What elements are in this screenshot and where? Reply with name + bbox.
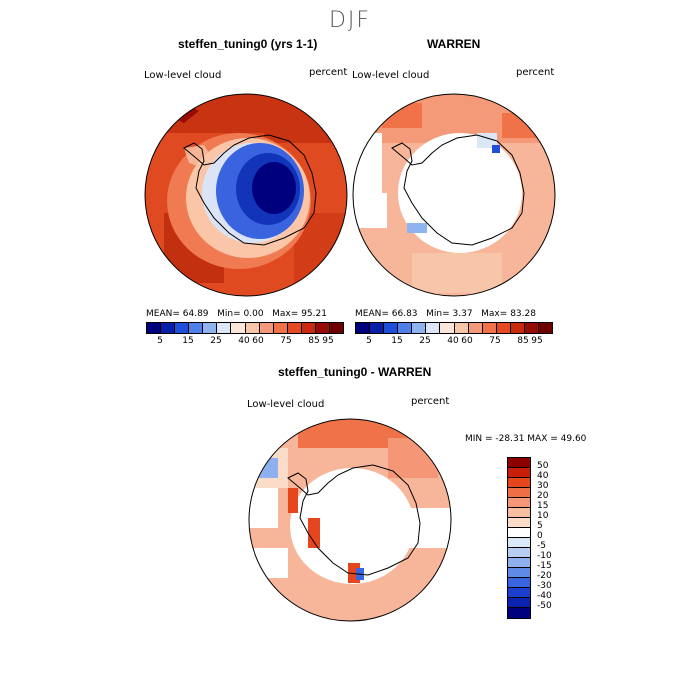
colorbar-tick-label: 15 xyxy=(391,336,403,346)
colorbar-tick-label: -30 xyxy=(537,581,552,591)
colorbar-swatch xyxy=(508,588,530,598)
colorbar-swatch xyxy=(189,323,204,333)
colorbar-swatch xyxy=(508,568,530,578)
colorbar-tick-label: -50 xyxy=(537,601,552,611)
colorbar-tick-label: 20 xyxy=(537,491,549,501)
colorbar-tick-label: 85 xyxy=(308,336,320,346)
colorbar-swatch xyxy=(426,323,441,333)
panel3-field-label: Low-level cloud xyxy=(247,399,325,410)
colorbar-tick-label: 25 xyxy=(210,336,222,346)
colorbar-tick-label: -5 xyxy=(537,541,546,551)
colorbar-swatch xyxy=(287,323,302,333)
panel1-colorbar-ticks: 5 15 25 40 60 75 85 95 xyxy=(146,336,342,348)
colorbar-tick-label: 40 xyxy=(238,336,250,346)
panel1-title: steffen_tuning0 (yrs 1-1) xyxy=(178,37,318,51)
panel3-minmax: MIN = -28.31 MAX = 49.60 xyxy=(465,434,587,444)
colorbar-swatch xyxy=(203,323,218,333)
colorbar-tick-label: 5 xyxy=(157,336,163,346)
panel1-units-label: percent xyxy=(309,67,348,78)
panel2-field-label: Low-level cloud xyxy=(352,70,430,81)
colorbar-swatch xyxy=(356,323,371,333)
colorbar-swatch xyxy=(508,528,530,538)
colorbar-swatch xyxy=(217,323,232,333)
colorbar-swatch xyxy=(508,538,530,548)
panel1-colorbar xyxy=(146,322,344,334)
panel2-map xyxy=(352,93,556,297)
colorbar-swatch xyxy=(508,558,530,568)
colorbar-tick-label: 75 xyxy=(489,336,501,346)
colorbar-swatch xyxy=(259,323,274,333)
colorbar-swatch xyxy=(315,323,331,333)
colorbar-swatch xyxy=(147,323,162,333)
colorbar-swatch xyxy=(330,323,344,333)
colorbar-tick-label: 10 xyxy=(537,511,549,521)
colorbar-swatch xyxy=(508,598,530,608)
colorbar-swatch xyxy=(508,478,530,488)
panel3-title: steffen_tuning0 - WARREN xyxy=(278,365,432,379)
colorbar-tick-label: 75 xyxy=(280,336,292,346)
panel2-units-label: percent xyxy=(516,67,555,78)
colorbar-swatch xyxy=(508,578,530,588)
colorbar-swatch xyxy=(496,323,511,333)
panel2-stats: MEAN= 66.83 Min= 3.37 Max= 83.28 xyxy=(355,309,536,319)
colorbar-swatch xyxy=(161,323,176,333)
panel1-map xyxy=(144,93,348,297)
colorbar-swatch xyxy=(468,323,483,333)
colorbar-tick-label: 60 xyxy=(252,336,264,346)
panel1-stats: MEAN= 64.89 Min= 0.00 Max= 95.21 xyxy=(146,309,327,319)
colorbar-swatch xyxy=(524,323,540,333)
panel1-field-label: Low-level cloud xyxy=(144,70,222,81)
colorbar-swatch xyxy=(508,468,530,478)
colorbar-swatch xyxy=(412,323,427,333)
colorbar-swatch xyxy=(510,323,525,333)
colorbar-tick-label: 25 xyxy=(419,336,431,346)
colorbar-swatch xyxy=(454,323,469,333)
colorbar-swatch xyxy=(398,323,413,333)
colorbar-swatch xyxy=(301,323,316,333)
colorbar-swatch xyxy=(508,608,530,618)
colorbar-swatch xyxy=(508,498,530,508)
colorbar-swatch xyxy=(508,508,530,518)
panel3-units-label: percent xyxy=(411,396,450,407)
colorbar-swatch xyxy=(440,323,455,333)
colorbar-tick-label: 95 xyxy=(322,336,334,346)
panel2-title: WARREN xyxy=(427,37,481,51)
colorbar-swatch xyxy=(539,323,553,333)
colorbar-tick-label: 40 xyxy=(447,336,459,346)
colorbar-tick-label: 95 xyxy=(531,336,543,346)
colorbar-tick-label: -40 xyxy=(537,591,552,601)
panel2-colorbar xyxy=(355,322,553,334)
colorbar-tick-label: -15 xyxy=(537,561,552,571)
season-title: DJF xyxy=(328,8,372,33)
panel3-map xyxy=(248,418,452,622)
colorbar-tick-label: -20 xyxy=(537,571,552,581)
colorbar-tick-label: 5 xyxy=(366,336,372,346)
panel3-colorbar xyxy=(507,457,531,619)
panel2-colorbar-ticks: 5 15 25 40 60 75 85 95 xyxy=(355,336,551,348)
colorbar-swatch xyxy=(175,323,190,333)
colorbar-swatch xyxy=(245,323,260,333)
colorbar-swatch xyxy=(384,323,399,333)
colorbar-tick-label: 50 xyxy=(537,461,549,471)
colorbar-swatch xyxy=(508,458,530,468)
colorbar-swatch xyxy=(508,518,530,528)
colorbar-swatch xyxy=(231,323,246,333)
colorbar-swatch xyxy=(508,548,530,558)
colorbar-swatch xyxy=(508,488,530,498)
colorbar-swatch xyxy=(370,323,385,333)
colorbar-tick-label: -10 xyxy=(537,551,552,561)
colorbar-tick-label: 60 xyxy=(461,336,473,346)
colorbar-swatch xyxy=(482,323,497,333)
colorbar-swatch xyxy=(273,323,288,333)
colorbar-tick-label: 0 xyxy=(537,531,543,541)
colorbar-tick-label: 40 xyxy=(537,471,549,481)
colorbar-tick-label: 30 xyxy=(537,481,549,491)
colorbar-tick-label: 85 xyxy=(517,336,529,346)
colorbar-tick-label: 5 xyxy=(537,521,543,531)
colorbar-tick-label: 15 xyxy=(182,336,194,346)
panel3-colorbar-ticks: 50 40 30 20 15 10 5 0 -5 -10 -15 -20 -30 -40 -50 xyxy=(537,457,577,627)
colorbar-tick-label: 15 xyxy=(537,501,549,511)
